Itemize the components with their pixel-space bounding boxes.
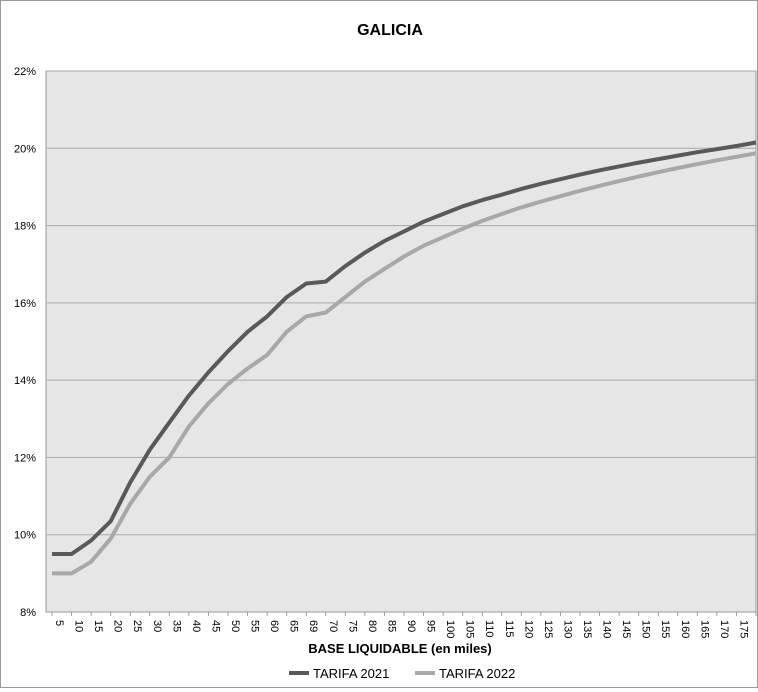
x-tick-label: 125 bbox=[542, 620, 554, 638]
series-line bbox=[52, 151, 757, 576]
legend: TARIFA 2021 TARIFA 2022 bbox=[289, 666, 515, 681]
x-tick-label: 160 bbox=[679, 620, 691, 638]
x-tick-label: 170 bbox=[718, 620, 730, 638]
gridlines bbox=[46, 70, 756, 536]
series-line bbox=[52, 140, 757, 556]
x-tick-label: 50 bbox=[229, 620, 241, 632]
x-tick-label: 115 bbox=[503, 620, 515, 638]
x-tick-label: 45 bbox=[209, 620, 221, 632]
x-tick-label: 75 bbox=[346, 620, 358, 632]
x-tick-label: 25 bbox=[131, 620, 143, 632]
x-axis-tick-labels: 5 10 15 20 25 30 35 40 45 50 55 60 65 69 70 75 80 85 90 95 1… bbox=[51, 612, 758, 638]
x-tick-label: 35 bbox=[170, 620, 182, 632]
x-tick-label: 55 bbox=[249, 620, 261, 632]
x-tick-label: 175 bbox=[737, 620, 749, 638]
y-tick-label: 12% bbox=[14, 452, 36, 464]
y-tick-label: 10% bbox=[14, 530, 36, 542]
y-tick-label: 22% bbox=[14, 66, 36, 78]
y-tick-label: 14% bbox=[14, 375, 36, 387]
x-tick-label: 140 bbox=[601, 620, 613, 638]
legend-label: TARIFA 2021 bbox=[313, 666, 389, 681]
x-tick-label: 145 bbox=[620, 620, 632, 638]
x-tick-label: 15 bbox=[92, 620, 104, 632]
x-tick-label: 135 bbox=[581, 620, 593, 638]
x-tick-label: 80 bbox=[366, 620, 378, 632]
x-tick-label: 40 bbox=[190, 620, 202, 632]
x-tick-label: 150 bbox=[640, 620, 652, 638]
x-tick-label: 90 bbox=[405, 620, 417, 632]
x-tick-label: 155 bbox=[659, 620, 671, 638]
x-tick-label: 110 bbox=[483, 620, 495, 638]
x-tick-label: 165 bbox=[698, 620, 710, 638]
x-tick-label: 85 bbox=[385, 620, 397, 632]
x-tick-label: 95 bbox=[425, 620, 437, 632]
y-axis-tick-labels: 8% 10% 12% 14% 16% 18% 20% 22% bbox=[14, 66, 36, 619]
chart-title: GALICIA bbox=[357, 22, 423, 39]
series-lines bbox=[52, 140, 757, 576]
x-tick-label: 65 bbox=[288, 620, 300, 632]
x-tick-label: 130 bbox=[561, 620, 573, 638]
x-tick-label: 30 bbox=[151, 620, 163, 632]
y-tick-label: 20% bbox=[14, 143, 36, 155]
plot-area bbox=[45, 70, 757, 613]
x-tick-label: 120 bbox=[522, 620, 534, 638]
x-tick-label: 70 bbox=[327, 620, 339, 632]
x-tick-label: 60 bbox=[268, 620, 280, 632]
y-tick-label: 16% bbox=[14, 298, 36, 310]
x-tick-label: 105 bbox=[464, 620, 476, 638]
y-tick-label: 8% bbox=[20, 607, 36, 619]
x-tick-label: 100 bbox=[444, 620, 456, 638]
x-tick-label: 10 bbox=[73, 620, 85, 632]
x-axis-label: BASE LIQUIDABLE (en miles) bbox=[308, 641, 491, 656]
x-tick-label: 69 bbox=[307, 620, 319, 632]
x-tick-label: 20 bbox=[112, 620, 124, 632]
legend-label: TARIFA 2022 bbox=[439, 666, 515, 681]
y-tick-label: 18% bbox=[14, 221, 36, 233]
x-tick-label: 5 bbox=[53, 620, 65, 626]
